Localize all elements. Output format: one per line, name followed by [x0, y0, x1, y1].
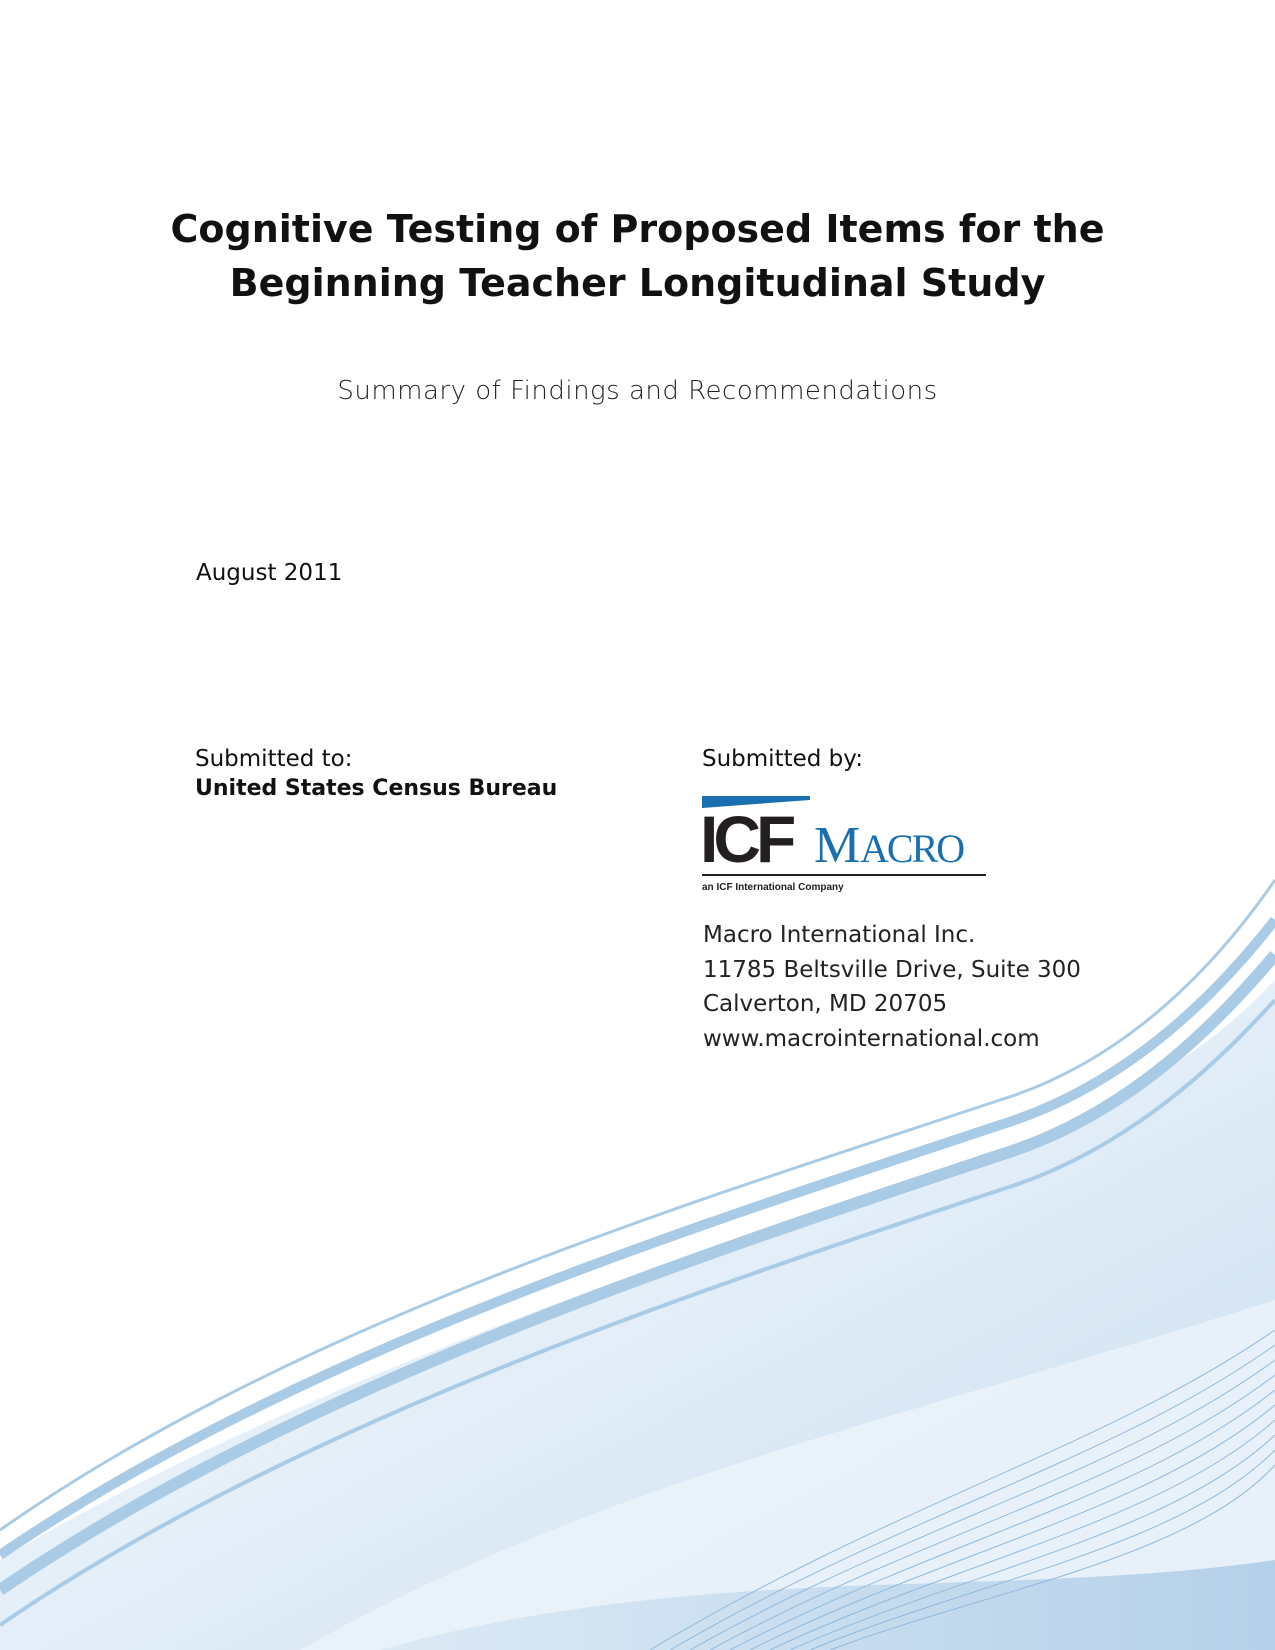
icf-macro-logo: ICF M ACRO an ICF International Company [702, 796, 986, 893]
svg-text:ACRO: ACRO [860, 826, 964, 871]
document-subtitle: Summary of Findings and Recommendations [337, 376, 938, 406]
document-title: Cognitive Testing of Proposed Items for … [0, 202, 1275, 310]
title-line-2: Beginning Teacher Longitudinal Study [229, 261, 1046, 305]
title-line-1: Cognitive Testing of Proposed Items for … [170, 207, 1105, 251]
submitted-to-org: United States Census Bureau [195, 776, 558, 801]
wave-stripe [0, 951, 1275, 1595]
svg-text:M: M [814, 817, 859, 874]
svg-text:ICF: ICF [702, 802, 794, 876]
submitted-to-label: Submitted to: [195, 746, 353, 772]
address-block: Macro International Inc. 11785 Beltsvill… [703, 918, 1081, 1056]
address-street: 11785 Beltsville Drive, Suite 300 [703, 956, 1081, 983]
svg-text:an ICF International Company: an ICF International Company [702, 882, 844, 893]
wave-band-bottom [380, 1560, 1275, 1650]
wave-stripe [0, 998, 1275, 1627]
address-website[interactable]: www.macrointernational.com [703, 1025, 1040, 1052]
wave-band-lower [300, 1300, 1275, 1650]
address-city: Calverton, MD 20705 [703, 991, 948, 1017]
document-date: August 2011 [196, 560, 343, 586]
wave-stripe [0, 879, 1275, 1532]
address-company: Macro International Inc. [703, 922, 976, 948]
submitted-by-label: Submitted by: [702, 746, 863, 772]
wave-stripe [0, 916, 1275, 1560]
submitted-to-block: Submitted to: United States Census Burea… [195, 746, 557, 801]
